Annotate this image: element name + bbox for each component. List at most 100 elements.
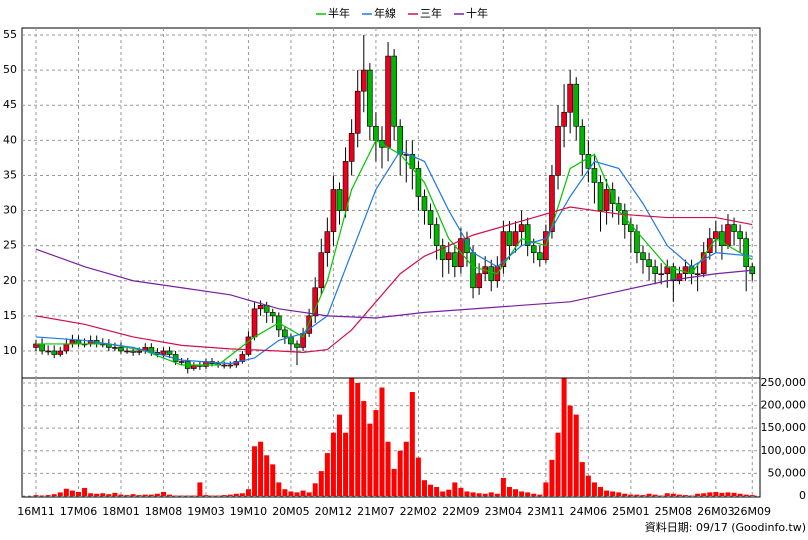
candle-body	[39, 343, 45, 352]
y-tick-label: 25	[3, 239, 17, 252]
candle-body	[397, 125, 404, 155]
volume-bar	[634, 494, 640, 496]
candle-body	[452, 252, 458, 268]
volume-bar	[106, 494, 112, 496]
volume-bar	[446, 489, 452, 496]
volume-bar	[591, 482, 597, 496]
volume-bar	[385, 441, 391, 496]
y-tick-label: 50	[3, 63, 17, 76]
volume-panel	[21, 377, 761, 498]
candle-body	[713, 231, 719, 239]
candle-body	[470, 252, 476, 289]
candle-body	[658, 273, 665, 276]
volume-bar	[513, 489, 519, 496]
volume-bar	[88, 493, 94, 496]
x-tick-label: 22M09	[442, 505, 480, 518]
volume-bar	[610, 491, 616, 496]
volume-bar	[403, 441, 409, 496]
candle-body	[700, 252, 707, 275]
y2-tick-label: 0	[799, 489, 806, 502]
candle-body	[178, 361, 185, 363]
ma-line	[35, 248, 753, 319]
x-tick-label: 26M09	[734, 505, 772, 518]
candle-body	[433, 224, 440, 246]
volume-bar	[464, 491, 470, 496]
candle-body	[706, 238, 713, 253]
volume-bar	[373, 410, 379, 496]
volume-bar	[203, 495, 209, 496]
candle-body	[45, 350, 51, 353]
volume-bar	[379, 387, 385, 496]
volume-bar	[136, 495, 142, 496]
volume-bar	[124, 495, 130, 496]
volume-bar	[604, 490, 610, 496]
volume-bar	[561, 378, 567, 496]
volume-bar	[330, 432, 336, 496]
volume-bar	[452, 482, 458, 496]
volume-bar	[579, 462, 585, 496]
x-tick-label: 25M01	[612, 505, 650, 518]
candle-body	[682, 266, 689, 275]
volume-bar	[51, 494, 57, 496]
volume-bar	[567, 405, 573, 496]
volume-bar	[130, 494, 136, 496]
volume-bar	[154, 493, 160, 496]
candle-body	[737, 231, 743, 239]
volume-bar	[428, 484, 434, 496]
volume-bar	[646, 493, 652, 496]
candle-body	[257, 305, 264, 310]
volume-bar	[598, 486, 604, 496]
volume-bar	[264, 455, 270, 496]
candle-body	[348, 133, 355, 162]
candle-body	[160, 350, 167, 355]
legend-label: 年線	[374, 6, 396, 20]
candle-body	[646, 259, 652, 268]
candle-body	[221, 364, 227, 367]
volume-bar	[640, 495, 646, 496]
volume-bar	[75, 491, 81, 496]
volume-bar	[622, 493, 628, 496]
volume-bar	[306, 492, 312, 496]
volume-bar	[252, 446, 258, 496]
y-tick-label: 35	[3, 168, 17, 181]
volume-bar	[421, 480, 427, 496]
volume-bar	[488, 492, 494, 496]
price-panel	[21, 27, 761, 379]
y-tick-label: 30	[3, 204, 17, 217]
candle-body	[719, 231, 725, 246]
y2-tick-label: 250,000	[761, 376, 807, 389]
volume-bar	[537, 494, 543, 496]
volume-bar	[549, 459, 555, 496]
candle-body	[676, 273, 683, 282]
volume-bar	[573, 414, 579, 496]
candle-body	[561, 111, 567, 127]
volume-bar	[652, 494, 658, 496]
volume-bar	[555, 432, 561, 496]
candle-body	[124, 350, 130, 353]
volume-bar	[63, 488, 69, 496]
candle-body	[512, 231, 519, 246]
candle-body	[579, 125, 586, 155]
candle-body	[367, 69, 373, 127]
x-tick-label: 18M08	[145, 505, 183, 518]
volume-bar	[701, 493, 707, 496]
volume-bar	[409, 392, 415, 496]
volume-bar	[324, 453, 330, 496]
volume-bar	[719, 492, 725, 496]
volume-bar	[543, 482, 549, 496]
candle-body	[130, 350, 136, 353]
volume-bar	[69, 490, 75, 496]
volume-bar	[695, 493, 701, 496]
candle-body	[506, 231, 513, 246]
candle-body	[439, 245, 446, 260]
y-tick-label: 10	[3, 344, 17, 357]
x-tick-label: 22M02	[400, 505, 438, 518]
volume-bar	[749, 495, 755, 496]
candle-body	[385, 55, 391, 148]
volume-bar	[628, 494, 634, 496]
candle-body	[530, 245, 537, 253]
candle-body	[373, 125, 379, 141]
volume-bar	[585, 475, 591, 496]
volume-bar	[112, 492, 118, 496]
x-tick-label: 24M06	[570, 505, 608, 518]
